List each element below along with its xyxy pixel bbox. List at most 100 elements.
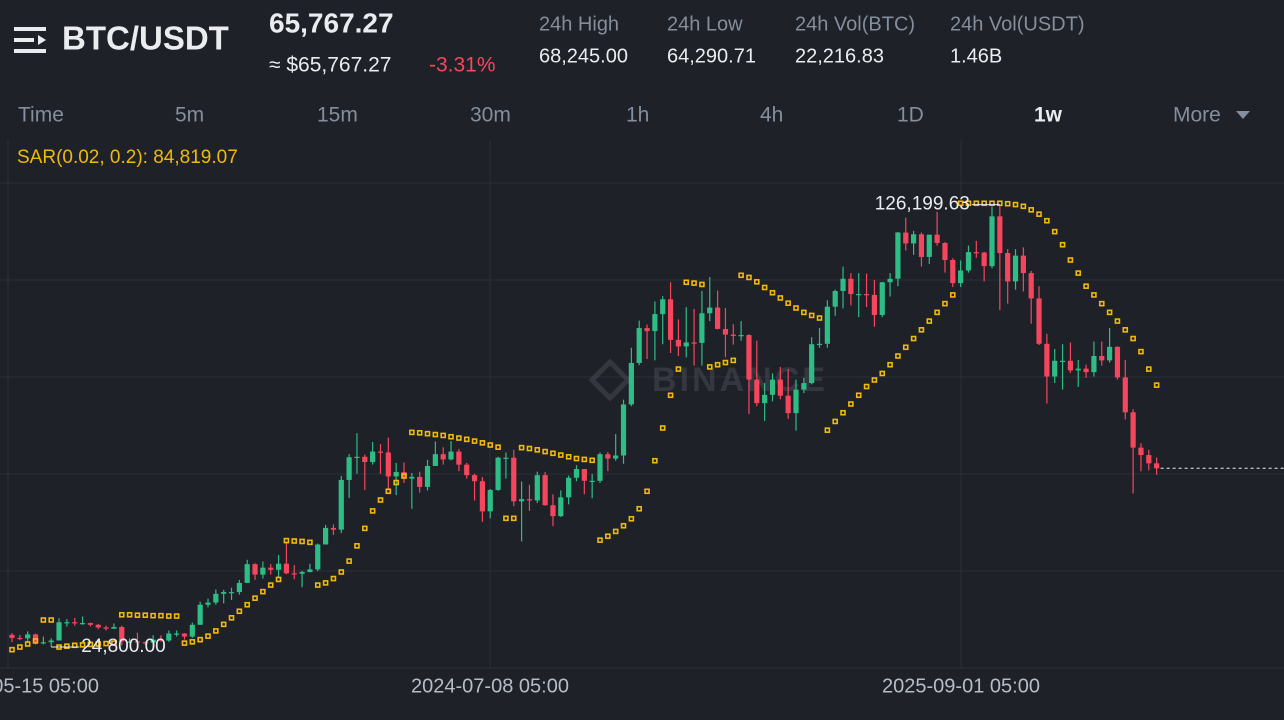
sar-dot [197, 636, 203, 643]
candle-body [871, 294, 877, 315]
stats: 24h High 68,245.00 24h Low 64,290.71 24h Vol… [539, 13, 1085, 67]
candle-body [401, 472, 407, 479]
sar-dot [103, 640, 109, 647]
price-usd: ≈ $65,767.27 [269, 54, 391, 77]
sar-dot [699, 281, 705, 288]
candle-body [581, 469, 587, 481]
candle-body [605, 454, 611, 459]
candle-body [252, 564, 258, 575]
sar-dot [150, 612, 156, 619]
sar-dot [691, 280, 697, 286]
candle-body [330, 527, 337, 530]
sar-dot [769, 289, 776, 296]
sar-dot [895, 353, 901, 359]
candle-body [142, 642, 148, 644]
candle-body [597, 454, 603, 481]
candle-body [534, 475, 540, 501]
sar-dot [1122, 327, 1129, 333]
candle-body [417, 476, 423, 487]
candle-body [471, 475, 478, 482]
candle-body [636, 328, 642, 363]
candle-body [511, 457, 517, 502]
candle-body [589, 480, 595, 482]
timeframe-tab[interactable]: 1w [1034, 104, 1063, 127]
candle-body [942, 242, 948, 260]
sar-dot [628, 515, 635, 522]
candle-body [958, 270, 964, 284]
candle-body [299, 572, 305, 574]
candle-body [526, 499, 533, 501]
candle-body [667, 299, 674, 340]
annotation-label: 126,199.63 [875, 194, 970, 215]
candle-body [236, 582, 242, 593]
candle-body [683, 342, 689, 347]
candle-body [628, 362, 634, 405]
stat-value: 64,290.71 [667, 45, 756, 67]
candle-body [816, 343, 823, 345]
candle-body [652, 314, 658, 332]
sar-dot [887, 361, 893, 368]
candle-body [769, 379, 776, 395]
menu-bar [14, 49, 46, 53]
stat-value: 68,245.00 [539, 45, 628, 67]
candle-body [268, 567, 274, 570]
sar-dot [605, 533, 611, 540]
candle-body [613, 455, 619, 459]
candle-body [754, 379, 760, 404]
sar-dot [581, 456, 588, 463]
sar-dot [722, 359, 729, 366]
sar-dot [48, 617, 55, 623]
sar-dot [526, 445, 533, 452]
timeframe-tab[interactable]: 4h [760, 104, 783, 127]
sar-dot [463, 436, 470, 443]
candle-body [228, 592, 235, 594]
sar-dot [236, 608, 243, 615]
candle-body [150, 639, 156, 643]
timeframe-tab[interactable]: 1h [626, 104, 649, 127]
sar-dot [934, 309, 940, 316]
sar-dot [299, 538, 305, 545]
candle-body [1036, 298, 1042, 344]
candle-body [260, 567, 266, 575]
sar-dot [111, 640, 117, 646]
candle-body [385, 452, 391, 477]
sar-dot [926, 318, 933, 324]
timeframe-tab[interactable]: 5m [175, 104, 204, 127]
candle-body [566, 477, 572, 498]
x-tick-label: 2023-05-15 05:00 [0, 675, 99, 697]
price-change: -3.31% [429, 54, 496, 77]
candle-body [127, 641, 133, 643]
sar-dot [291, 538, 298, 544]
menu-bar [14, 27, 46, 31]
candle-body [699, 313, 705, 343]
candle-body [283, 563, 289, 574]
candle-body [620, 404, 627, 456]
sar-dot [1028, 207, 1034, 213]
sar-dot [1138, 348, 1144, 355]
stat-value: 22,216.83 [795, 45, 884, 67]
candle-body [675, 339, 681, 347]
sar-dot [448, 433, 454, 440]
timeframe-tab[interactable]: 1D [897, 104, 924, 127]
timeframe-tab[interactable]: Time [18, 104, 64, 127]
candle-body [440, 454, 446, 460]
pair[interactable]: BTC/USDT [62, 20, 229, 57]
candle-body [64, 622, 70, 624]
sar-dot [495, 444, 501, 451]
timeframe-tab[interactable]: 30m [470, 104, 511, 127]
sar-dot [683, 279, 690, 286]
sar-dot [79, 642, 86, 648]
dropdown-arrow[interactable] [1236, 111, 1250, 119]
timeframe-tab[interactable]: More [1173, 104, 1221, 127]
candle-body [989, 216, 995, 267]
menu-icon[interactable] [14, 27, 46, 53]
candle-body [87, 623, 93, 625]
candle-body [840, 278, 846, 291]
timeframe-tab[interactable]: 15m [317, 104, 358, 127]
candle-body [1154, 463, 1160, 469]
candle-body [519, 499, 525, 502]
candle-body [895, 232, 901, 279]
sar-dot [283, 537, 290, 544]
candle-body [1020, 255, 1026, 274]
candle-body [189, 624, 195, 637]
